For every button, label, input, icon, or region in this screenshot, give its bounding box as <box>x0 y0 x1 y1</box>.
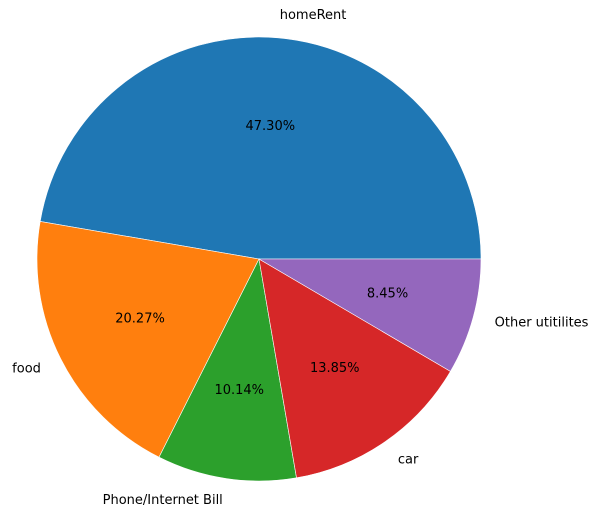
pct-label-other-utitilites: 8.45% <box>367 286 408 301</box>
slice-car <box>258 258 451 479</box>
category-label-car: car <box>398 452 419 467</box>
category-label-homerent: homeRent <box>280 8 347 23</box>
category-label-phone-internet-bill: Phone/Internet Bill <box>103 493 223 508</box>
pie-labels: 47.30% homeRent 20.27% food 10.14% Phone/Inte… <box>12 8 588 508</box>
category-label-other-utitilites: Other utitilites <box>495 316 589 331</box>
pct-label-car: 13.85% <box>310 361 360 376</box>
pie-slices <box>36 36 482 482</box>
slice-food <box>36 221 260 458</box>
slice-homerent <box>39 36 482 260</box>
slice-other-utitilites <box>257 258 482 372</box>
pct-label-phone-internet-bill: 10.14% <box>214 383 264 398</box>
pct-label-food: 20.27% <box>115 311 165 326</box>
category-label-food: food <box>12 361 41 376</box>
slice-phone-internet-bill <box>158 258 297 482</box>
pct-label-homerent: 47.30% <box>246 119 296 134</box>
